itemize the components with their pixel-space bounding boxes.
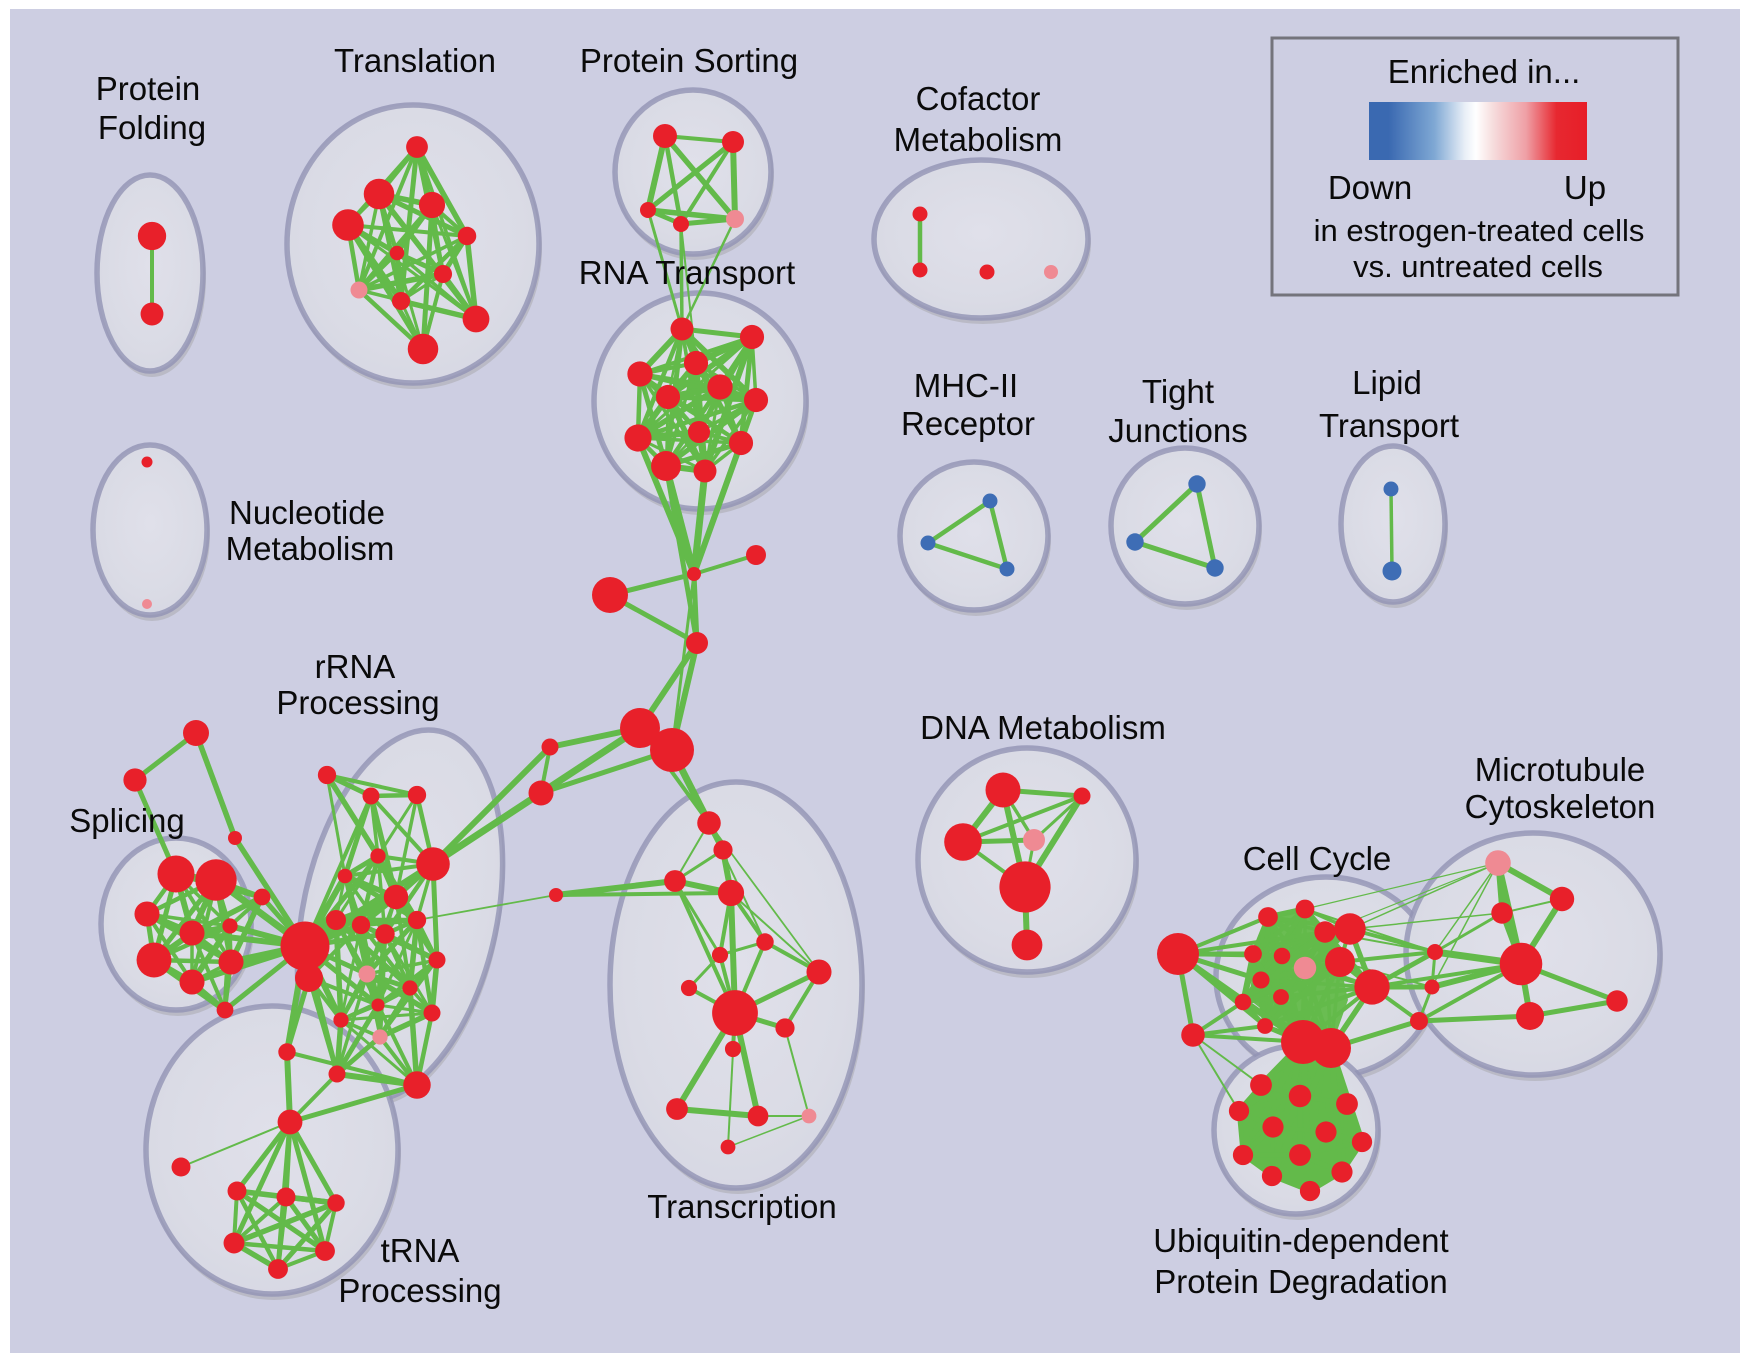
- svg-text:Nucleotide: Nucleotide: [229, 494, 385, 531]
- svg-text:Cell Cycle: Cell Cycle: [1243, 840, 1392, 877]
- svg-text:Splicing: Splicing: [69, 802, 185, 839]
- svg-text:Metabolism: Metabolism: [226, 530, 395, 567]
- svg-text:Transcription: Transcription: [647, 1188, 837, 1225]
- svg-text:Up: Up: [1564, 169, 1606, 206]
- svg-text:Metabolism: Metabolism: [894, 121, 1063, 158]
- svg-text:Translation: Translation: [334, 42, 496, 79]
- svg-text:RNA Transport: RNA Transport: [579, 254, 795, 291]
- svg-text:Transport: Transport: [1319, 407, 1459, 444]
- svg-text:MHC-II: MHC-II: [914, 367, 1018, 404]
- svg-text:Lipid: Lipid: [1352, 364, 1422, 401]
- svg-text:Down: Down: [1328, 169, 1412, 206]
- svg-text:tRNA: tRNA: [381, 1232, 460, 1269]
- svg-text:vs. untreated cells: vs. untreated cells: [1353, 249, 1603, 284]
- svg-text:Ubiquitin-dependent: Ubiquitin-dependent: [1153, 1222, 1448, 1259]
- svg-text:Folding: Folding: [98, 109, 206, 146]
- svg-text:Processing: Processing: [276, 684, 439, 721]
- svg-text:Tight: Tight: [1142, 373, 1214, 410]
- svg-text:Protein Degradation: Protein Degradation: [1154, 1263, 1448, 1300]
- svg-text:in estrogen-treated cells: in estrogen-treated cells: [1314, 213, 1645, 248]
- svg-text:Cofactor: Cofactor: [916, 80, 1041, 117]
- svg-text:Processing: Processing: [338, 1272, 501, 1309]
- svg-text:DNA Metabolism: DNA Metabolism: [920, 709, 1166, 746]
- svg-text:Microtubule: Microtubule: [1475, 751, 1646, 788]
- svg-text:rRNA: rRNA: [315, 648, 396, 685]
- svg-text:Cytoskeleton: Cytoskeleton: [1465, 788, 1656, 825]
- svg-text:Protein Sorting: Protein Sorting: [580, 42, 798, 79]
- svg-text:Enriched in...: Enriched in...: [1388, 53, 1581, 90]
- svg-text:Protein: Protein: [96, 70, 201, 107]
- svg-text:Junctions: Junctions: [1108, 412, 1247, 449]
- svg-text:Receptor: Receptor: [901, 405, 1035, 442]
